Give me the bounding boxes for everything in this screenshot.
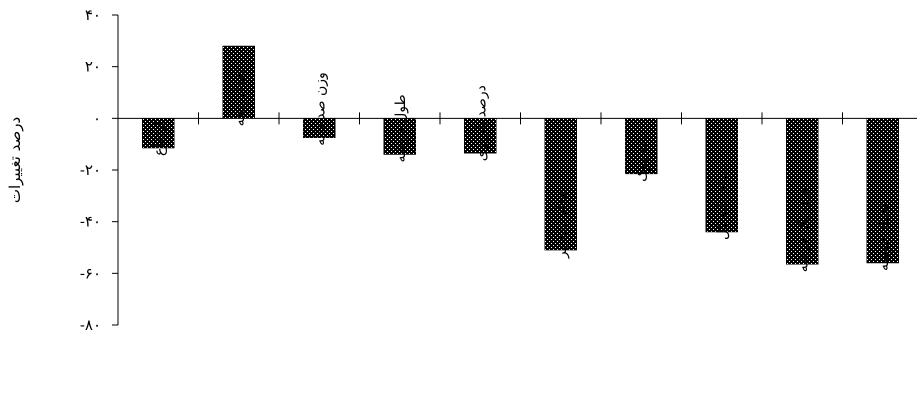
category-label: تعداد پنجه: [232, 69, 248, 126]
category-label: ارتفاع: [151, 122, 167, 156]
bar: [866, 118, 899, 264]
category-label: طول خوشه: [393, 94, 409, 162]
bars: [142, 45, 899, 265]
category-labels: ارتفاع تعداد پنجه وزن صد دانه طول خوشه درصد …: [151, 69, 892, 272]
category-label: دانه پوک: [634, 132, 650, 182]
bar: [383, 118, 416, 155]
category-label: وزن یک خوشه: [795, 188, 811, 272]
y-tick-label: -۸۰: [80, 316, 101, 334]
bar: [222, 45, 255, 119]
y-tick-label: -۶۰: [80, 264, 101, 282]
y-tick-label: ۲۰: [85, 58, 101, 76]
bar: [464, 118, 497, 154]
bar: [544, 118, 577, 251]
bar: [705, 118, 738, 233]
bar: [625, 118, 658, 175]
bar: [786, 118, 819, 265]
y-tick-labels: ۴۰ ۲۰ ۰ -۲۰ -۴۰ -۶۰ -۸۰: [80, 6, 101, 334]
y-axis-label: درصد تغییرات: [6, 117, 24, 203]
category-label: تعداد دانه کل: [715, 164, 731, 240]
y-tick-label: -۲۰: [80, 161, 101, 179]
bar: [303, 118, 336, 138]
category-label: درصد باروری: [473, 85, 489, 161]
y-tick-label: -۴۰: [80, 213, 101, 231]
category-label: تعداد خوشه: [876, 203, 892, 271]
category-label: تعداد دانه پر: [554, 188, 570, 259]
category-label: وزن صد دانه: [312, 72, 328, 145]
y-tick-label: ۰: [93, 109, 101, 127]
y-tick-label: ۴۰: [85, 6, 101, 24]
bar: [142, 118, 175, 149]
